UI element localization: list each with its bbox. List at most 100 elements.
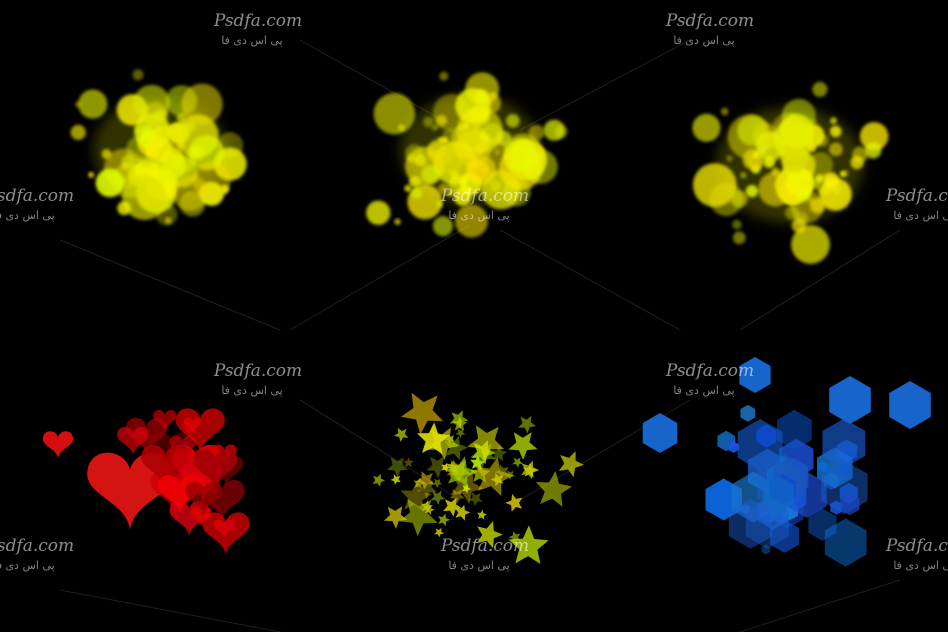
- bokeh-circle: [431, 124, 439, 131]
- watermark-site: Psdfa.com: [665, 11, 754, 31]
- bokeh-circle: [748, 154, 764, 171]
- star: [421, 500, 434, 513]
- bokeh-circle: [814, 174, 835, 195]
- star: [438, 513, 451, 527]
- watermark-line: [739, 229, 901, 331]
- bokeh-circle: [438, 183, 450, 195]
- star: [490, 445, 508, 462]
- star: [403, 457, 414, 468]
- bokeh-circle: [132, 69, 144, 81]
- hexagon: [823, 472, 839, 490]
- star: [461, 484, 472, 494]
- watermark-line: [299, 399, 461, 501]
- bokeh-circle: [758, 171, 793, 207]
- bokeh-circle: [407, 184, 443, 220]
- star: [470, 455, 485, 470]
- hexagon: [740, 404, 756, 422]
- watermark-site: Psdfa.com: [213, 361, 302, 381]
- heart: [153, 410, 177, 432]
- heart: [202, 512, 250, 556]
- star: [383, 506, 408, 529]
- hexagon: [777, 409, 812, 450]
- watermark-line: [289, 224, 471, 331]
- star: [477, 521, 503, 549]
- watermark-site: Psdfa.com: [0, 186, 74, 206]
- star: [393, 427, 409, 442]
- bokeh-circle: [752, 152, 759, 159]
- bokeh-circle: [692, 113, 721, 142]
- star: [426, 456, 450, 479]
- bokeh-circle: [779, 113, 815, 149]
- bokeh-circle: [409, 175, 421, 188]
- bokeh-circle: [133, 84, 170, 122]
- bokeh-circle: [135, 127, 142, 134]
- star: [508, 531, 521, 544]
- bokeh-circle: [791, 225, 830, 264]
- bokeh-circle: [720, 107, 729, 116]
- star: [449, 489, 465, 504]
- bokeh-circle: [95, 168, 125, 198]
- bokeh-circle: [859, 122, 889, 151]
- bokeh-circle: [217, 132, 244, 159]
- star: [522, 463, 538, 478]
- star: [417, 422, 450, 455]
- watermark-site: Psdfa.com: [440, 536, 529, 556]
- star: [444, 435, 469, 460]
- hexagon: [762, 476, 794, 512]
- star: [505, 493, 523, 512]
- watermark-line: [59, 589, 281, 632]
- star: [432, 478, 443, 488]
- hexagon: [808, 508, 837, 541]
- bokeh-circle: [737, 115, 768, 146]
- watermark-name: پی اس دی فا: [0, 209, 55, 222]
- heart: [193, 449, 237, 489]
- watermark-name: پی اس دی فا: [0, 559, 55, 572]
- bokeh-circle: [122, 175, 167, 220]
- hexagon: [739, 357, 771, 393]
- bokeh-circle: [807, 152, 834, 178]
- bokeh-circle: [373, 93, 416, 135]
- hexagon: [756, 424, 777, 448]
- bokeh-circle: [538, 147, 545, 154]
- star: [558, 451, 584, 478]
- bokeh-circle: [101, 149, 112, 160]
- heart: [42, 431, 74, 459]
- bokeh-circle: [781, 145, 809, 174]
- bokeh-circle: [432, 216, 454, 237]
- bokeh-circle: [140, 125, 155, 140]
- bokeh-circle: [829, 125, 842, 138]
- hexagon: [817, 461, 828, 473]
- watermark-name: پی اس دی فا: [221, 34, 282, 47]
- watermark-line: [739, 579, 901, 632]
- star: [512, 457, 524, 468]
- watermark-name: پی اس دی فا: [893, 559, 948, 572]
- watermark-name: پی اس دی فا: [448, 559, 509, 572]
- star: [390, 474, 401, 485]
- star: [535, 471, 572, 507]
- star: [508, 525, 549, 564]
- hexagon: [889, 381, 931, 429]
- bokeh-circle: [806, 142, 817, 153]
- star: [430, 490, 446, 505]
- bokeh-circle: [786, 167, 816, 197]
- bokeh-circle: [467, 159, 490, 182]
- star: [475, 457, 514, 497]
- bokeh-circle: [188, 135, 225, 171]
- bokeh-circle: [732, 219, 742, 230]
- bokeh-circle: [528, 124, 545, 141]
- bokeh-circle: [543, 119, 565, 141]
- watermark-name: پی اس دی فا: [673, 384, 734, 397]
- bokeh-circle: [176, 113, 187, 124]
- hexagon: [770, 519, 799, 553]
- hexagon: [761, 544, 771, 555]
- star: [455, 428, 466, 438]
- bokeh-circle: [795, 212, 809, 226]
- watermark-site: Psdfa.com: [885, 186, 948, 206]
- star: [476, 509, 487, 520]
- bokeh-circle: [726, 155, 733, 162]
- bokeh-circle: [763, 156, 776, 169]
- heart: [190, 506, 212, 526]
- star: [441, 462, 451, 473]
- star: [400, 392, 443, 435]
